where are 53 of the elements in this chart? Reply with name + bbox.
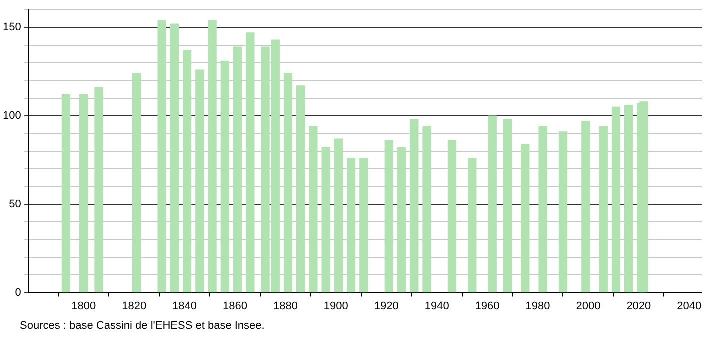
- bar: [422, 126, 432, 293]
- bar: [599, 126, 608, 293]
- bar: [448, 140, 457, 293]
- bar: [196, 70, 204, 293]
- bar: [346, 158, 356, 293]
- bar: [246, 32, 255, 293]
- bar: [503, 119, 512, 293]
- bar: [488, 116, 497, 293]
- x-tick-label: 1920: [374, 300, 399, 312]
- bar: [624, 105, 634, 293]
- x-tick-label: 1960: [475, 300, 500, 312]
- x-tick-label: 2040: [677, 300, 702, 312]
- x-tick-label: 1820: [122, 300, 147, 312]
- bar: [132, 73, 142, 293]
- y-tick-label: 150: [2, 22, 22, 34]
- bar: [612, 106, 621, 293]
- bar: [521, 144, 530, 293]
- bar: [334, 138, 344, 293]
- bar: [322, 148, 330, 293]
- bar: [582, 121, 590, 293]
- x-tick-label: 2000: [576, 300, 601, 312]
- bar: [170, 24, 180, 293]
- x-tick-label: 1800: [72, 300, 96, 312]
- bar: [220, 60, 230, 293]
- x-tick-label: 1860: [223, 300, 248, 312]
- x-tick-label: 1980: [526, 300, 550, 312]
- x-tick-label: 1880: [273, 300, 298, 312]
- bar: [80, 94, 88, 293]
- x-tick-label: 1900: [324, 300, 348, 312]
- x-tick-label: 1940: [424, 300, 450, 312]
- bar: [384, 140, 394, 293]
- bar: [284, 73, 293, 293]
- x-tick-label: 2020: [626, 300, 652, 312]
- bar: [640, 102, 648, 293]
- bar: [296, 86, 306, 293]
- bar: [94, 87, 104, 293]
- source-note: Sources : base Cassini de l'EHESS et base Insee.: [20, 320, 265, 332]
- bar: [468, 158, 477, 293]
- bar: [158, 20, 166, 293]
- y-tick-label: 0: [15, 286, 22, 299]
- y-tick-label: 50: [9, 198, 22, 210]
- bar: [410, 119, 419, 293]
- bar: [233, 46, 242, 293]
- bar: [558, 132, 568, 293]
- bar: [182, 50, 192, 293]
- bar: [208, 20, 217, 293]
- x-tick-label: 1840: [172, 300, 198, 312]
- bar: [397, 148, 406, 293]
- y-tick-label: 100: [2, 110, 22, 122]
- bar: [360, 158, 368, 293]
- bar: [538, 126, 548, 293]
- bar: [309, 126, 318, 293]
- bar: [62, 94, 71, 293]
